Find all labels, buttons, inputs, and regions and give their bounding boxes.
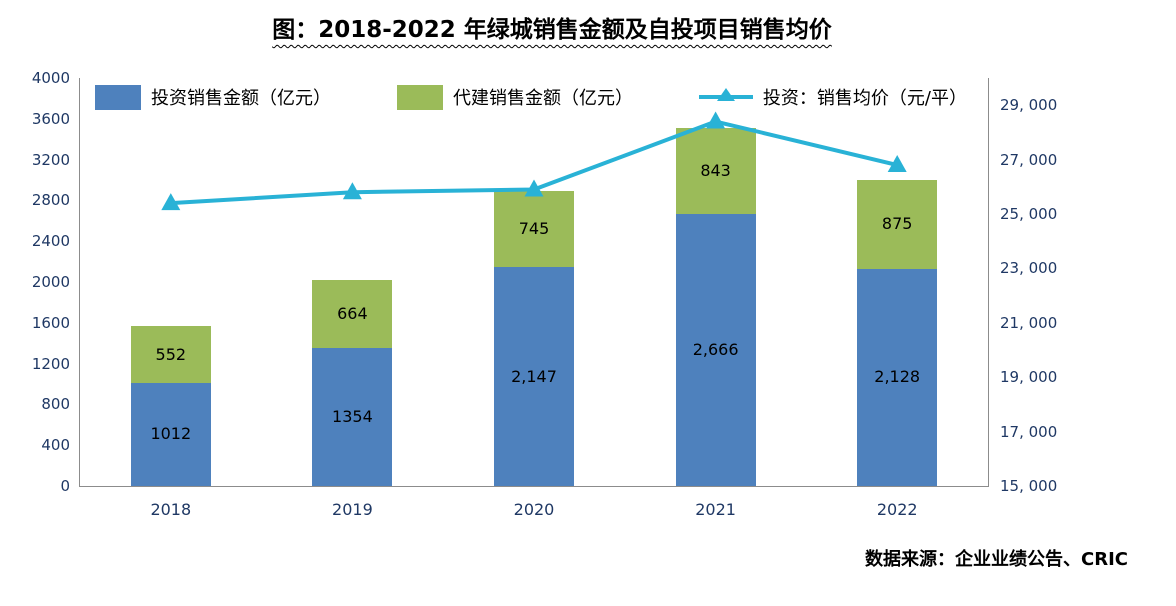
y-axis-left-tick-label: 2800 xyxy=(31,191,70,210)
legend-line-marker-icon xyxy=(698,87,753,107)
data-source: 数据来源：企业业绩公告、CRIC xyxy=(865,549,1128,570)
chart-title: 图：2018-2022 年绿城销售金额及自投项目销售均价 xyxy=(272,17,832,43)
bar-value-label-invest: 1354 xyxy=(332,406,373,426)
bar-value-label-daijian: 843 xyxy=(700,161,731,181)
y-axis-left-tick-label: 800 xyxy=(41,395,70,414)
y-axis-left-tick-label: 3200 xyxy=(31,150,70,169)
bar-value-label-daijian: 875 xyxy=(881,214,913,234)
legend-item-daijian-sales: 代建销售金额（亿元） xyxy=(396,84,633,110)
bar-value-label-invest: 2,147 xyxy=(511,366,557,386)
y-axis-left-tick-label: 1600 xyxy=(31,313,70,332)
legend-label-invest-sales: 投资销售金额（亿元） xyxy=(151,88,331,109)
legend-item-invest-sales: 投资销售金额（亿元） xyxy=(95,84,331,110)
legend-item-avg-price: 投资：销售均价（元/平） xyxy=(698,84,967,110)
y-axis-right-tick-label: 17, 000 xyxy=(1000,422,1058,441)
y-axis-right-tick-label: 15, 000 xyxy=(1000,477,1058,495)
y-axis-right-line xyxy=(988,78,989,487)
legend-label-daijian-sales: 代建销售金额（亿元） xyxy=(452,88,633,109)
y-axis-right-tick-label: 25, 000 xyxy=(1000,205,1058,223)
line-triangle-marker-icon xyxy=(706,111,726,129)
line-triangle-marker-icon xyxy=(161,193,181,211)
y-axis-right-tick-label: 27, 000 xyxy=(1000,150,1058,169)
bar-value-label-daijian: 552 xyxy=(155,344,187,364)
y-axis-left-tick-label: 4000 xyxy=(31,69,70,87)
bar-segment-invest xyxy=(130,382,211,486)
line-triangle-marker-icon xyxy=(342,182,362,200)
bar-value-label-daijian: 664 xyxy=(337,304,368,324)
y-axis-left-tick-label: 2000 xyxy=(31,273,70,291)
y-axis-left-tick-label: 400 xyxy=(41,436,70,455)
bar-value-label-invest: 2,666 xyxy=(692,340,739,360)
x-axis-line xyxy=(79,486,989,487)
legend-swatch-invest-sales-icon xyxy=(95,84,141,110)
bar-segment-invest xyxy=(312,347,393,486)
legend-label-avg-price: 投资：销售均价（元/平） xyxy=(762,88,967,109)
line-triangle-marker-icon xyxy=(887,155,907,173)
bar-segment-daijian xyxy=(312,280,393,348)
bar-segment-daijian xyxy=(130,326,211,383)
x-axis-category-label: 2018 xyxy=(150,500,192,519)
bar-segment-invest xyxy=(494,267,574,486)
bar-segment-invest xyxy=(857,268,938,486)
y-axis-right-tick-label: 21, 000 xyxy=(1000,313,1058,332)
x-axis-category-label: 2021 xyxy=(695,500,736,519)
bar-value-label-invest: 1012 xyxy=(150,424,192,444)
bar-segment-invest xyxy=(675,214,756,486)
y-axis-left-tick-label: 1200 xyxy=(31,354,70,373)
legend-swatch-daijian-sales-icon xyxy=(396,84,443,110)
x-axis-category-label: 2020 xyxy=(513,500,555,519)
y-axis-left-tick-label: 0 xyxy=(60,477,70,495)
x-axis-category-label: 2022 xyxy=(876,500,918,519)
y-axis-left-tick-label: 2400 xyxy=(31,232,70,251)
y-axis-left-line xyxy=(79,78,80,487)
bar-value-label-invest: 2,128 xyxy=(874,367,921,387)
y-axis-left-tick-label: 3600 xyxy=(31,109,70,128)
x-axis-category-label: 2019 xyxy=(332,500,373,519)
legend-triangle-marker-icon xyxy=(716,88,735,101)
y-axis-right-tick-label: 23, 000 xyxy=(1000,259,1058,278)
y-axis-right-tick-label: 19, 000 xyxy=(1000,368,1058,387)
chart-legend: 投资销售金额（亿元） 代建销售金额（亿元） 投资：销售均价（元/平） xyxy=(95,84,967,110)
bar-value-label-daijian: 745 xyxy=(518,219,550,238)
y-axis-right-tick-label: 29, 000 xyxy=(1000,96,1058,115)
